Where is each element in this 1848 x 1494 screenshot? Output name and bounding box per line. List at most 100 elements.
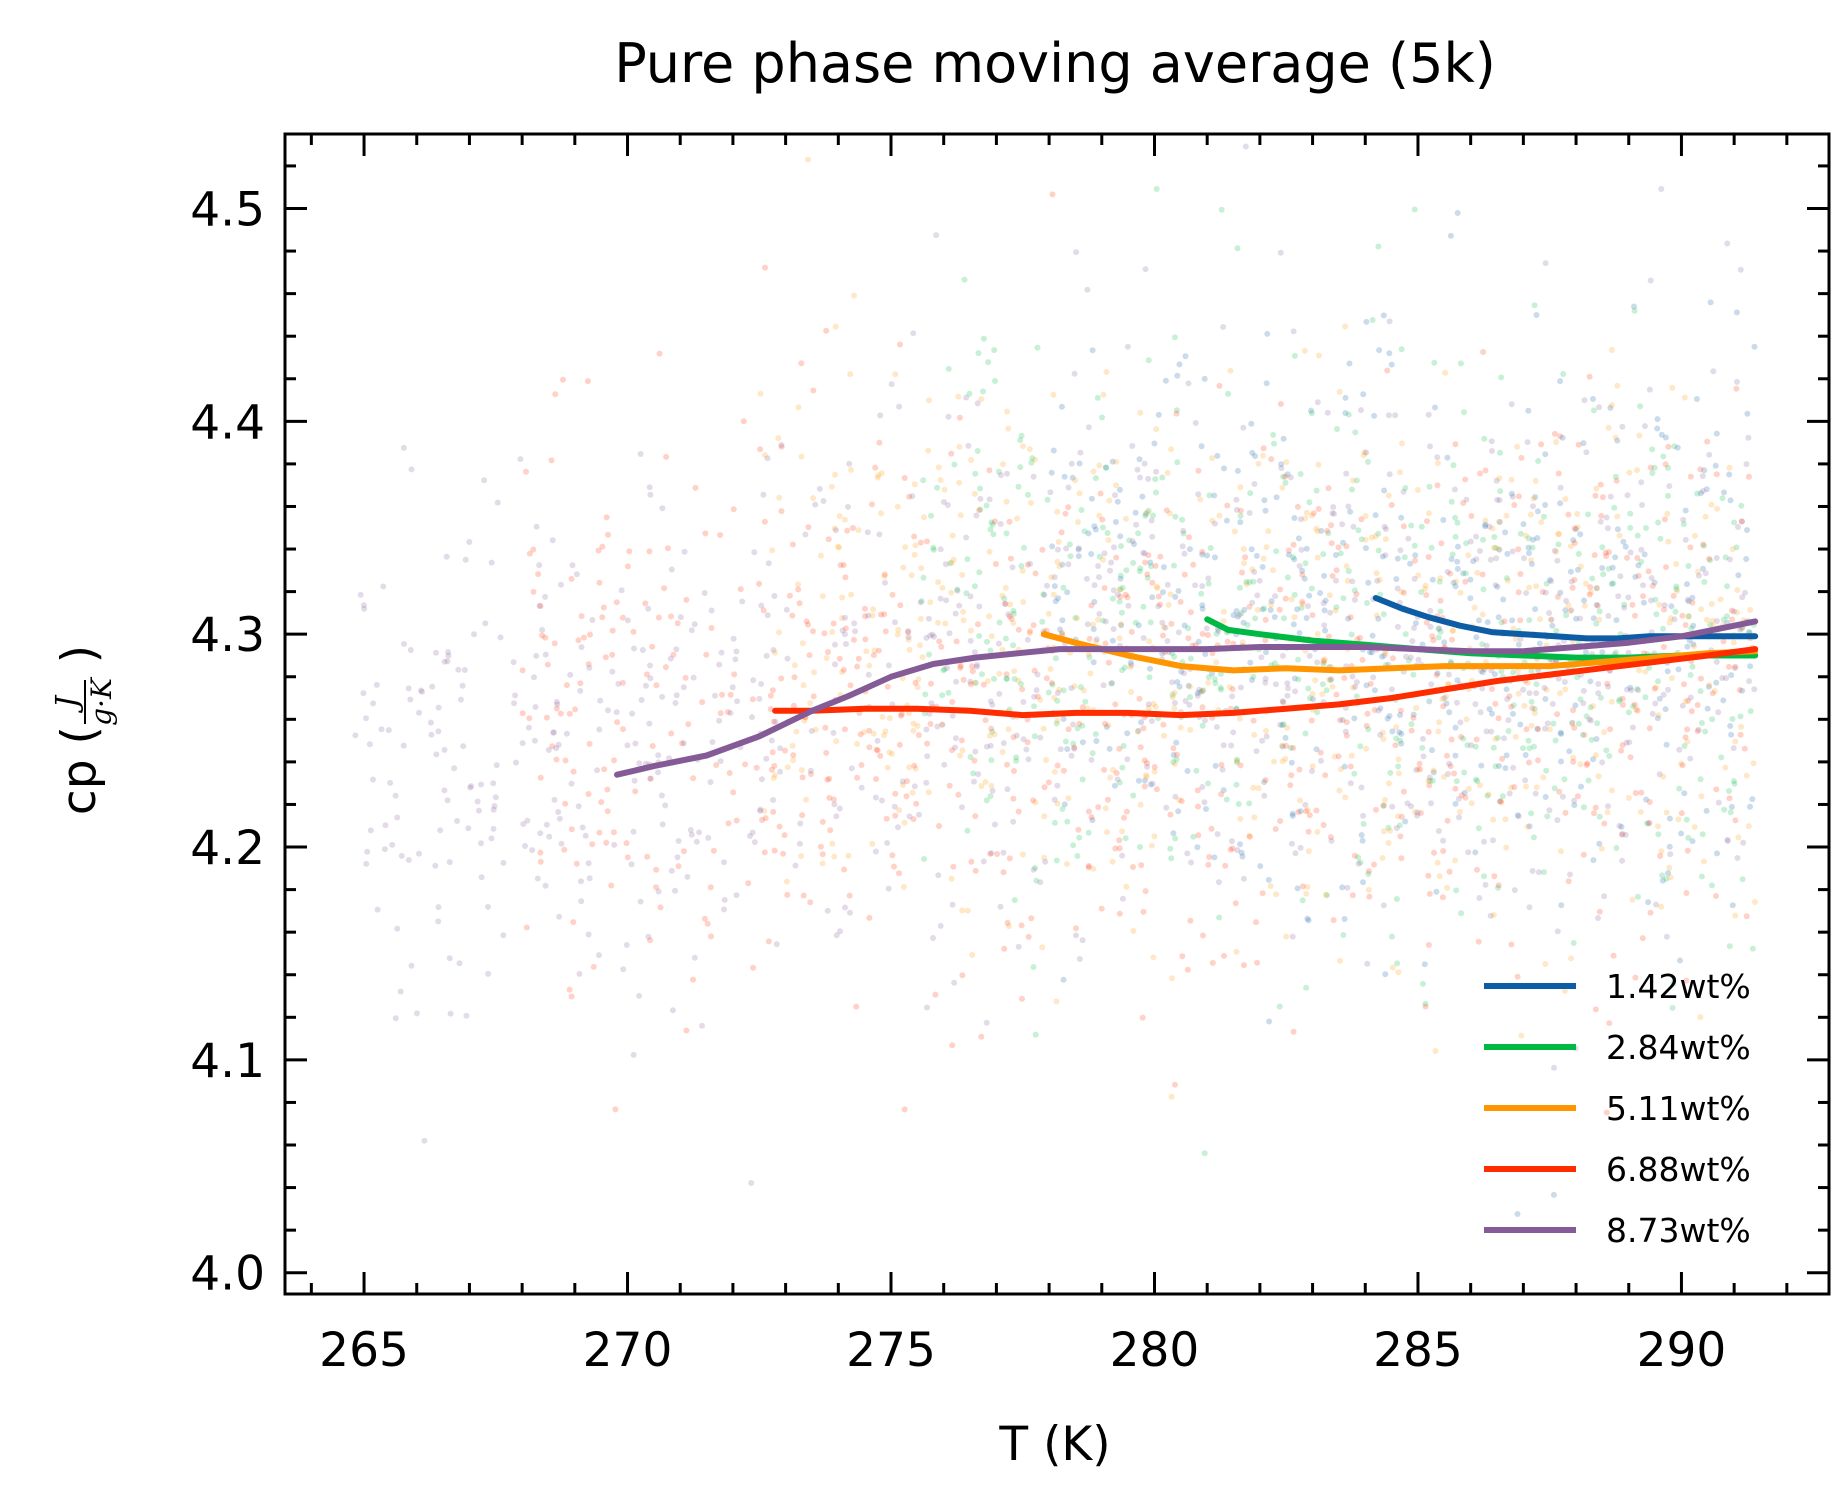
- scatter-point: [1503, 575, 1510, 582]
- scatter-point: [1632, 573, 1639, 580]
- scatter-point: [771, 593, 778, 599]
- scatter-point: [1365, 868, 1372, 875]
- scatter-point: [1195, 832, 1202, 839]
- scatter-point: [761, 808, 768, 814]
- scatter-point: [1654, 425, 1661, 432]
- scatter-point: [1050, 447, 1057, 454]
- scatter-point: [1148, 517, 1155, 524]
- scatter-point: [901, 819, 908, 826]
- scatter-point: [1364, 710, 1371, 717]
- scatter-point: [1594, 602, 1601, 609]
- scatter-point: [1479, 641, 1486, 648]
- scatter-point: [1179, 953, 1186, 960]
- scatter-point: [749, 829, 756, 836]
- scatter-point: [1368, 649, 1375, 656]
- scatter-point: [1632, 790, 1639, 796]
- scatter-point: [493, 762, 500, 769]
- scatter-point: [1640, 582, 1646, 589]
- scatter-point: [1483, 642, 1490, 649]
- scatter-point: [672, 887, 678, 894]
- scatter-point: [1101, 550, 1108, 557]
- scatter-point: [763, 755, 770, 762]
- scatter-point: [795, 581, 802, 588]
- scatter-point: [792, 862, 799, 869]
- scatter-point: [892, 812, 899, 819]
- scatter-point: [1565, 511, 1572, 518]
- scatter-point: [1434, 670, 1441, 677]
- scatter-point: [1248, 420, 1255, 427]
- scatter-point: [1715, 709, 1722, 716]
- scatter-point: [1451, 486, 1458, 493]
- scatter-point: [1155, 593, 1162, 600]
- scatter-point: [1574, 793, 1581, 800]
- scatter-point: [1495, 614, 1502, 621]
- scatter-point: [444, 797, 451, 804]
- scatter-point: [542, 634, 549, 641]
- scatter-point: [1491, 671, 1498, 678]
- scatter-point: [1434, 482, 1441, 489]
- scatter-point: [1412, 552, 1419, 559]
- scatter-point: [679, 740, 685, 747]
- scatter-point: [1681, 681, 1687, 688]
- scatter-point: [1000, 869, 1007, 876]
- scatter-point: [1530, 503, 1536, 510]
- scatter-point: [1728, 803, 1735, 810]
- scatter-point: [989, 521, 996, 528]
- scatter-point: [1074, 725, 1081, 732]
- scatter-point: [906, 813, 913, 820]
- scatter-point: [1645, 899, 1652, 906]
- scatter-point: [934, 723, 941, 730]
- scatter-point: [1083, 575, 1090, 582]
- scatter-point: [1494, 496, 1501, 503]
- scatter-point: [1150, 512, 1156, 519]
- scatter-point: [1593, 485, 1600, 492]
- scatter-point: [999, 646, 1006, 653]
- scatter-point: [1285, 685, 1291, 692]
- scatter-point: [826, 775, 833, 782]
- scatter-point: [1635, 687, 1642, 694]
- scatter-point: [959, 571, 966, 578]
- scatter-point: [1302, 515, 1309, 522]
- scatter-point: [878, 470, 885, 477]
- scatter-point: [596, 829, 603, 836]
- scatter-point: [770, 647, 777, 653]
- scatter-point: [1254, 959, 1261, 966]
- scatter-point: [1291, 556, 1298, 563]
- scatter-point: [1052, 655, 1059, 662]
- scatter-point: [478, 781, 484, 788]
- scatter-point: [468, 783, 475, 790]
- scatter-point: [1091, 523, 1098, 530]
- scatter-point: [1496, 519, 1503, 525]
- scatter-point: [1070, 721, 1076, 728]
- scatter-point: [1426, 698, 1433, 705]
- scatter-point: [1590, 703, 1596, 709]
- scatter-point: [1678, 760, 1684, 767]
- scatter-point: [537, 774, 544, 781]
- scatter-point: [1542, 696, 1549, 702]
- scatter-point: [1096, 553, 1103, 560]
- scatter-point: [1713, 471, 1720, 478]
- scatter-point: [596, 579, 603, 586]
- scatter-point: [1592, 492, 1599, 499]
- scatter-point: [1121, 664, 1128, 671]
- scatter-point: [957, 512, 964, 519]
- scatter-point: [1187, 683, 1193, 690]
- scatter-point: [1195, 467, 1202, 474]
- scatter-point: [1369, 317, 1376, 323]
- scatter-point: [1234, 757, 1241, 764]
- scatter-point: [1421, 961, 1428, 968]
- scatter-point: [1050, 591, 1057, 598]
- scatter-point: [1605, 803, 1611, 810]
- scatter-point: [1435, 634, 1442, 641]
- scatter-point: [553, 705, 560, 712]
- scatter-point: [1642, 694, 1649, 701]
- chart-title: Pure phase moving average (5k): [614, 32, 1496, 95]
- scatter-point: [1294, 885, 1301, 892]
- scatter-point: [911, 533, 918, 540]
- scatter-point: [1005, 611, 1012, 618]
- scatter-point: [1221, 608, 1227, 615]
- scatter-point: [1178, 798, 1185, 804]
- scatter-point: [1339, 521, 1346, 528]
- scatter-point: [1570, 754, 1577, 761]
- scatter-point: [1123, 567, 1130, 574]
